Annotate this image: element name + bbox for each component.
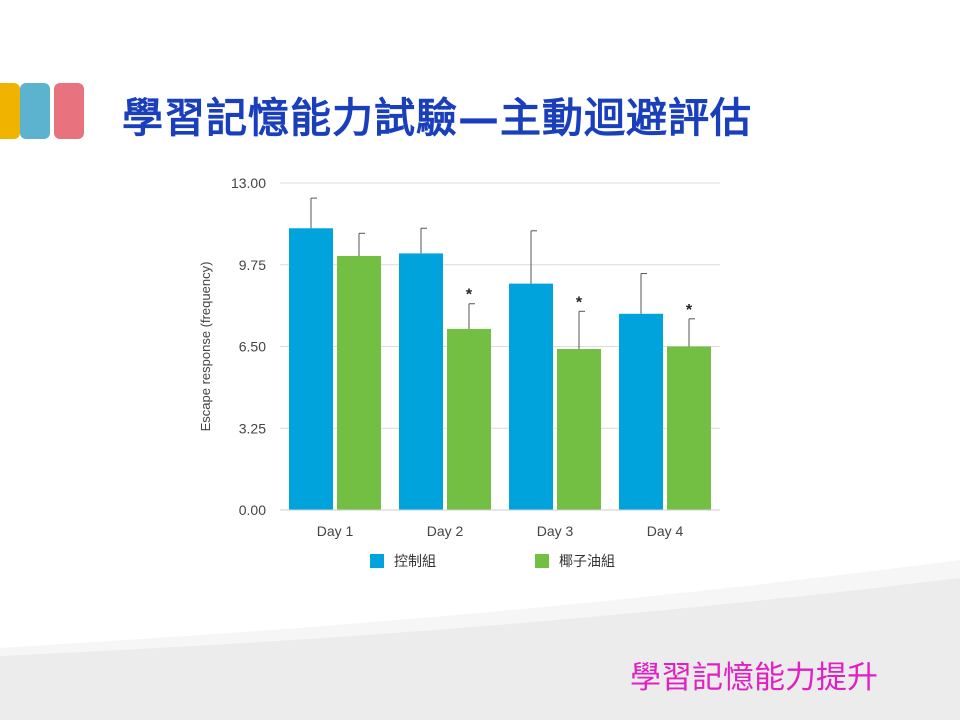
y-tick-label: 9.75: [239, 257, 266, 273]
legend-swatch: [535, 554, 549, 568]
bar-control: [619, 313, 663, 510]
decorative-bar-blue: [20, 83, 50, 139]
bar-coconut-oil: [337, 255, 381, 510]
bar-chart: 0.00 3.25 6.50 9.75 13.00 Escape response (fr…: [190, 170, 730, 580]
y-tick-label: 0.00: [239, 502, 266, 518]
footer-caption: 學習記憶能力提升: [630, 660, 878, 696]
bar-control: [399, 253, 443, 510]
x-tick-label: Day 2: [427, 523, 464, 539]
decorative-bar-pink: [54, 83, 84, 139]
y-tick-label: 13.00: [231, 175, 266, 191]
x-tick-label: Day 1: [317, 523, 354, 539]
y-axis-label: Escape response (frequency): [198, 262, 213, 432]
chart-canvas: 0.00 3.25 6.50 9.75 13.00 Escape response (fr…: [198, 175, 720, 569]
slide-title: 學習記憶能力試驗—主動迴避評估: [122, 94, 752, 142]
legend-label: 控制組: [394, 553, 436, 569]
bar-control: [289, 228, 333, 510]
x-tick-label: Day 3: [537, 523, 574, 539]
decorative-bar-yellow: [0, 83, 20, 139]
legend-swatch: [370, 554, 384, 568]
x-tick-label: Day 4: [647, 523, 684, 539]
significance-marker: *: [576, 294, 583, 311]
bar-control: [509, 283, 553, 510]
y-tick-label: 6.50: [239, 339, 266, 355]
decorative-wave: [0, 560, 960, 720]
bar-coconut-oil: [557, 349, 601, 510]
legend-label: 椰子油組: [559, 553, 615, 569]
significance-marker: *: [466, 287, 473, 304]
bar-coconut-oil: [667, 346, 711, 510]
bar-coconut-oil: [447, 328, 491, 510]
y-tick-label: 3.25: [239, 420, 266, 436]
significance-marker: *: [686, 302, 693, 319]
